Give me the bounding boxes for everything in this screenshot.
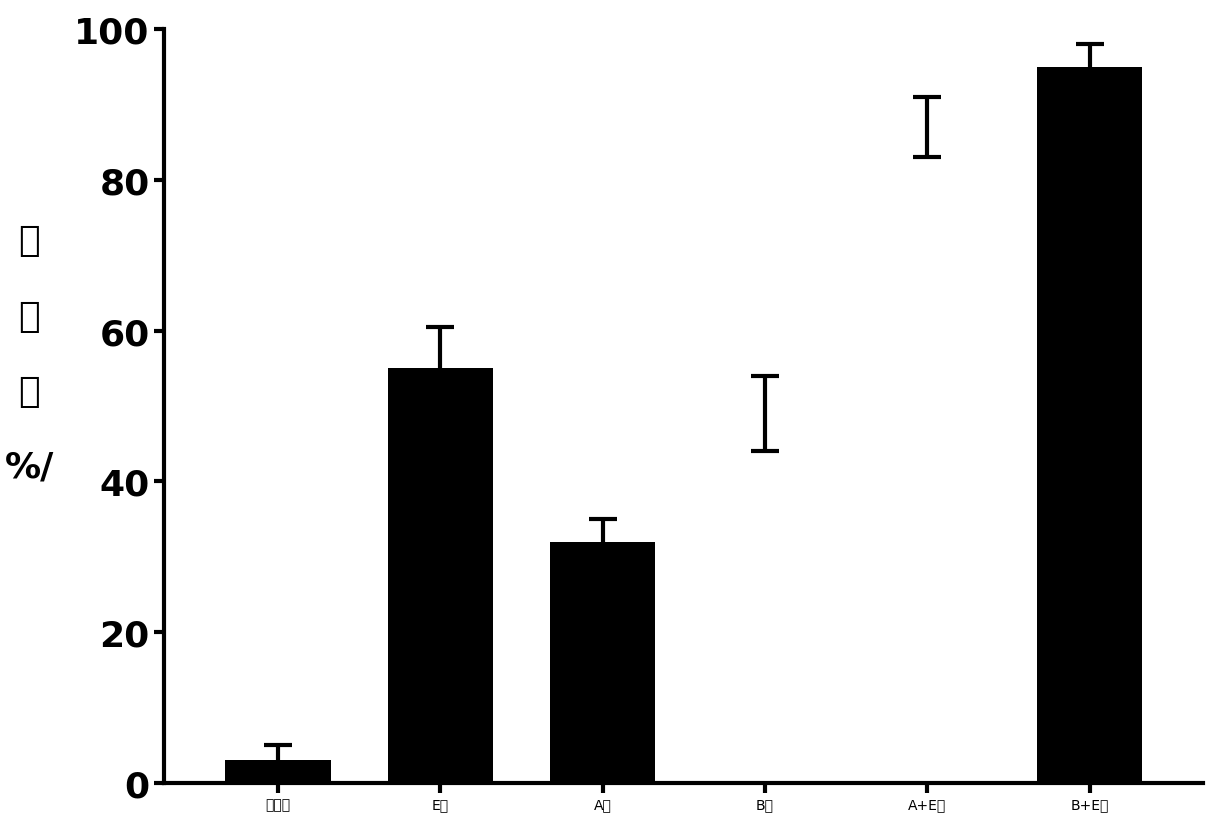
Text: %/: %/	[5, 450, 54, 484]
Text: 抑: 抑	[18, 224, 40, 258]
Bar	[1037, 68, 1142, 782]
Text: 率: 率	[18, 374, 40, 408]
Bar	[388, 368, 493, 782]
Text: 制: 制	[18, 299, 40, 333]
Bar	[550, 542, 655, 782]
Bar	[226, 760, 331, 782]
